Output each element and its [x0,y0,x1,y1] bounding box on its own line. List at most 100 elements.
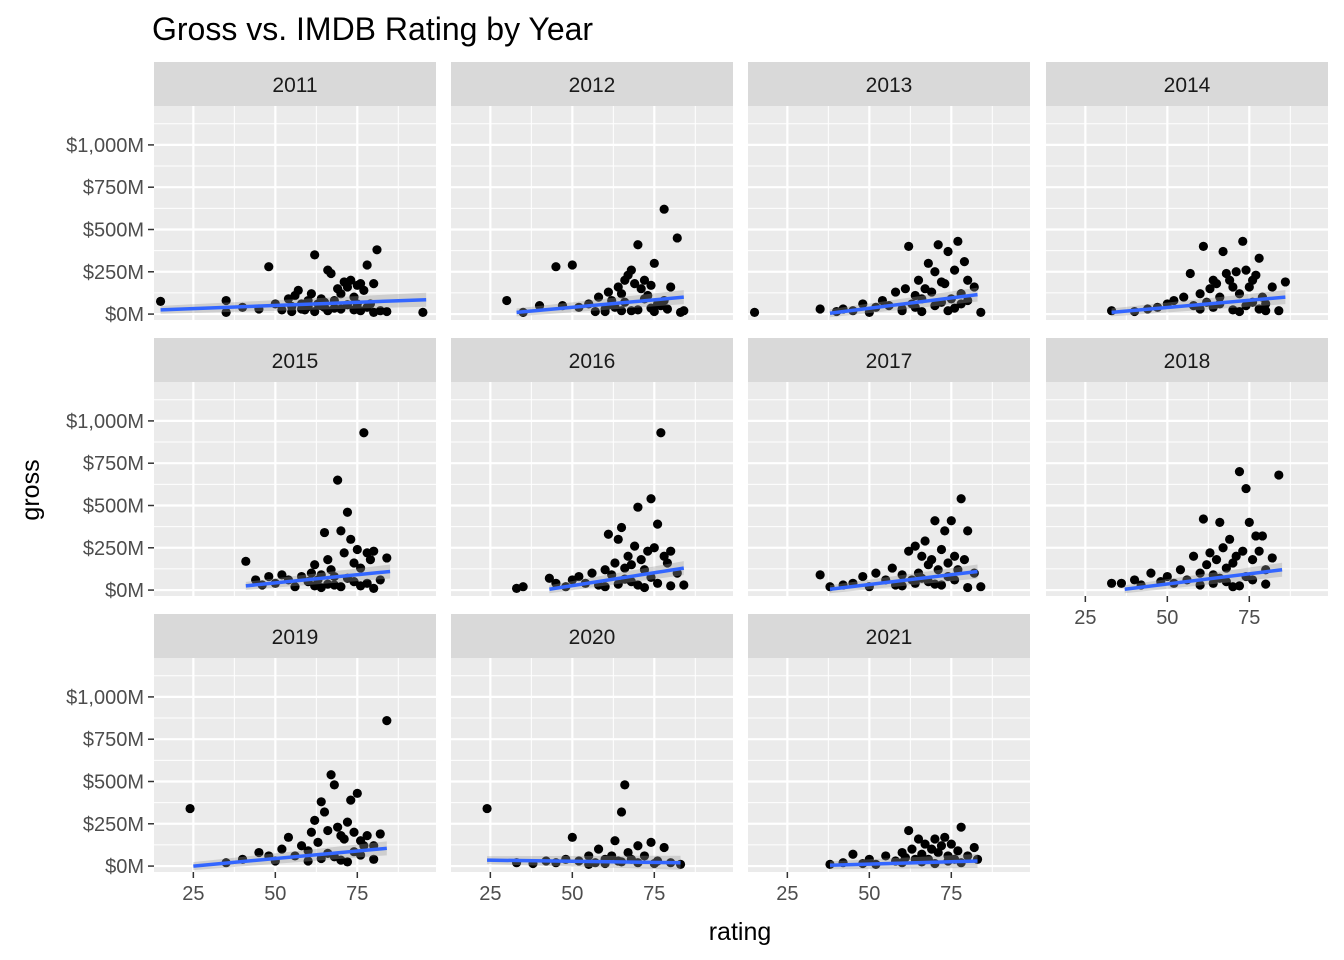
y-tick-label: $250M [83,262,144,284]
y-tick-label: $250M [83,814,144,836]
data-point [917,306,927,317]
data-point [662,304,673,314]
data-point [1261,306,1271,316]
data-point [943,246,953,257]
data-point [607,851,617,861]
data-point [1195,580,1205,590]
data-point [864,854,874,864]
data-point [349,827,359,837]
data-point [355,581,366,591]
data-point [1129,575,1140,585]
trend-line [549,566,685,591]
data-point [1238,236,1248,246]
data-point [953,846,963,856]
data-point [672,233,682,243]
data-point [963,851,973,861]
data-point [649,543,659,553]
data-point [946,839,956,849]
data-point [264,262,274,272]
data-point [1221,563,1231,573]
data-point [1169,295,1179,306]
facet-panel: 2012 [451,62,733,320]
x-tick-label: 75 [1238,607,1260,629]
data-point [1211,555,1222,565]
data-point [369,279,379,289]
data-point [369,583,379,593]
data-point [940,279,950,289]
data-point [329,780,339,790]
data-point [679,306,689,316]
data-point [943,558,953,568]
data-point [593,844,604,854]
data-point [369,546,379,556]
data-point [679,580,689,590]
data-point [1280,277,1290,287]
data-point [633,502,643,512]
data-point [590,306,600,317]
y-tick-label: $1,000M [66,687,144,709]
data-point [890,287,901,297]
data-point [518,582,528,592]
facet-panels: 2011 $0M $250M $500M $750M $1,000M 2012 2013 201… [66,62,1328,905]
data-point [1198,241,1208,252]
facet-strip-label: 2015 [272,350,319,373]
data-point [946,516,956,526]
facet-panel: 2016 [451,338,733,596]
data-point [310,815,320,826]
data-point [749,307,760,317]
data-point [1234,289,1245,299]
y-tick-label: $750M [83,729,144,751]
data-point [1205,284,1215,294]
panel-background [1046,382,1328,596]
data-point [482,803,492,814]
data-point [306,827,316,837]
x-tick-label: 50 [561,883,583,905]
data-point [630,279,640,289]
data-point [871,568,881,578]
data-point [319,807,330,817]
data-point [221,307,231,317]
data-point [155,296,166,306]
facet-panel: 2020 25 50 75 [451,614,733,905]
data-point [646,837,656,847]
data-point [1195,304,1205,314]
data-point [646,280,656,290]
data-point [1116,578,1127,588]
data-point [1205,548,1215,558]
data-point [323,825,333,836]
x-tick-label: 75 [643,883,665,905]
x-tick-label: 25 [1074,607,1096,629]
panel-background [451,382,733,596]
data-point [1267,553,1277,563]
data-point [1257,531,1268,541]
y-tick-label: $500M [83,771,144,793]
data-point [666,546,676,556]
data-point [1106,578,1117,588]
data-point [920,839,930,849]
data-point [616,306,627,316]
data-point [1162,571,1172,582]
data-point [310,560,320,570]
data-point [551,578,561,588]
data-point [927,555,937,565]
facet-strip [1046,338,1328,382]
y-tick-label: $500M [83,495,144,517]
data-point [1188,551,1199,561]
trend-line [829,292,978,315]
facet-panel: 2014 [1046,62,1328,320]
panel-background [154,106,436,320]
facet-panel: 2017 [748,338,1030,596]
data-point [976,307,986,317]
facet-strip-label: 2011 [272,74,317,97]
facet-panel: 2019 $0M $250M $500M $750M $1,000M 25 50 75 [66,614,436,905]
data-point [1267,282,1277,292]
data-point [296,841,307,851]
x-tick-label: 25 [479,883,501,905]
data-point [940,526,950,536]
facet-strip [451,62,733,106]
data-point [333,475,343,485]
facet-strip [154,614,436,658]
data-point [1274,470,1284,480]
data-point [306,289,316,299]
data-point [616,289,627,299]
